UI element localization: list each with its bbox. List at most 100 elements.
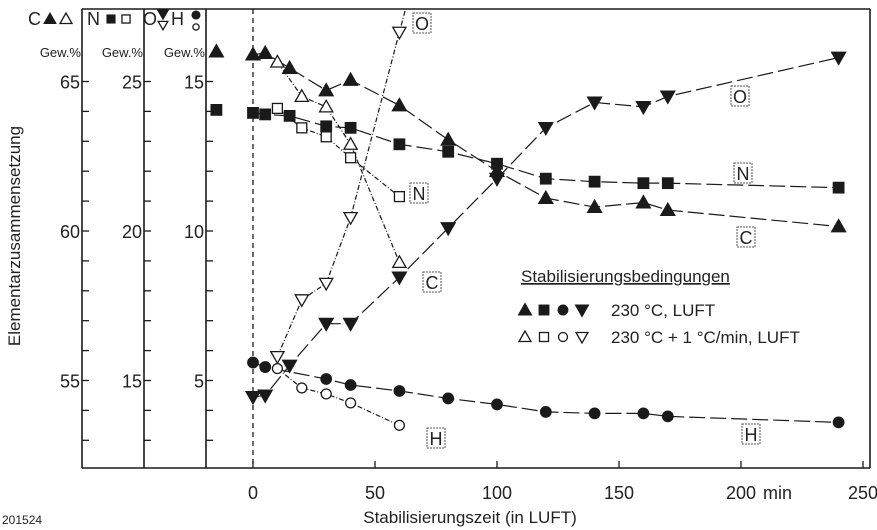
- data-point-C-filled: [586, 198, 603, 213]
- x-tick-label: 0: [248, 483, 258, 503]
- y-tick-label: 5: [194, 372, 204, 392]
- data-point-C-filled: [244, 46, 262, 61]
- filled-triangle-icon: [43, 11, 57, 24]
- legend-open-square-icon: [538, 331, 550, 343]
- x-axis-title: Stabilisierungszeit (in LUFT): [363, 508, 577, 527]
- data-point-N-filled: [661, 177, 674, 190]
- data-point-H-open: [393, 419, 405, 431]
- data-point-H-open: [296, 382, 308, 394]
- axis-header-O: O: [143, 9, 157, 29]
- data-point-N-filled: [491, 157, 503, 170]
- filled-square-icon: [106, 14, 116, 24]
- y-tick-label: 65: [60, 73, 80, 93]
- filled-circle-icon: [191, 10, 201, 20]
- y-axis-unit: Gew.%: [40, 45, 82, 60]
- legend-filled-triangle-up-icon: [517, 302, 533, 316]
- y-tick-label: 25: [122, 73, 142, 93]
- axis-header-C: C: [28, 9, 41, 29]
- data-point-O-open: [318, 277, 334, 292]
- y-tick-label: 60: [60, 222, 80, 242]
- series-line-N-open: [277, 107, 400, 198]
- curve-label-N: N: [413, 184, 426, 204]
- data-point-C-filled: [208, 43, 225, 58]
- data-point-C-open: [269, 54, 286, 68]
- figure-id: 201524: [2, 513, 42, 527]
- data-point-O-filled: [830, 51, 847, 66]
- data-point-N-filled: [393, 138, 406, 151]
- data-point-H-filled: [539, 405, 552, 418]
- x-tick-label: 50: [365, 483, 385, 503]
- data-point-N-open: [393, 191, 406, 203]
- data-point-O-filled: [635, 101, 652, 116]
- y-tick-label: 10: [184, 222, 204, 242]
- data-point-C-filled: [635, 194, 652, 209]
- y-axis-title: Elementarzusammensetzung: [5, 126, 24, 346]
- data-point-N-filled: [442, 145, 455, 158]
- series-lines: [252, 9, 839, 426]
- legend-filled-square-icon: [538, 304, 550, 316]
- data-point-H-open: [271, 362, 283, 375]
- legend-filled-circle-icon: [557, 304, 569, 316]
- axis-header-N: N: [87, 9, 100, 29]
- x-tick-label: 100: [482, 483, 512, 503]
- curve-label-box: [426, 427, 446, 449]
- data-point-O-filled: [537, 121, 554, 137]
- series-line-C-open: [276, 61, 400, 263]
- legend-open-circle-icon: [557, 331, 569, 343]
- data-point-N-open: [296, 122, 308, 134]
- data-point-H-filled: [637, 407, 650, 420]
- y-tick-label: 15: [122, 372, 142, 392]
- y-axis-unit: Gew.%: [102, 45, 144, 60]
- data-point-H-filled: [442, 392, 455, 405]
- curve-label-box: [409, 182, 429, 204]
- data-point-O-filled: [440, 222, 457, 237]
- open-triangle-icon: [58, 11, 74, 25]
- data-point-N-filled: [588, 175, 601, 188]
- data-point-N-filled: [637, 177, 650, 190]
- data-point-O-filled: [488, 172, 506, 187]
- data-point-C-filled: [342, 71, 359, 86]
- curve-label-box: [730, 85, 750, 107]
- open-down-triangle-icon: [157, 20, 169, 32]
- data-point-N-filled: [320, 120, 333, 133]
- x-axis-unit: min: [763, 483, 792, 503]
- curve-label-box: [422, 271, 442, 293]
- series-line-O-open: [276, 9, 407, 357]
- data-point-H-filled: [491, 398, 503, 411]
- data-point-O-filled: [244, 391, 262, 406]
- data-point-C-filled: [440, 131, 457, 146]
- data-point-N-open: [271, 102, 284, 115]
- curve-label-H: H: [745, 425, 758, 445]
- series-markers: [208, 26, 847, 431]
- series-line-H-open: [277, 368, 400, 426]
- x-tick-label: 150: [604, 483, 634, 503]
- curve-label-box: [736, 226, 756, 248]
- data-point-C-open: [391, 254, 408, 268]
- data-point-C-filled: [391, 97, 408, 112]
- y-tick-label: 55: [60, 372, 80, 392]
- open-square-icon: [121, 14, 131, 24]
- data-point-O-filled: [257, 389, 274, 404]
- x-tick-label: 250: [848, 483, 877, 503]
- curve-label-H: H: [430, 429, 443, 449]
- data-point-H-open: [320, 388, 332, 400]
- data-point-H-filled: [393, 385, 406, 397]
- data-point-H-filled: [320, 373, 333, 385]
- filled-down-triangle-icon: [156, 9, 170, 21]
- legend-filled-triangle-down-icon: [574, 304, 590, 318]
- legend-entry-open: 230 °C + 1 °C/min, LUFT: [611, 328, 800, 347]
- curve-label-C: C: [426, 273, 439, 293]
- data-point-H-filled: [832, 416, 845, 429]
- data-point-N-open: [320, 131, 332, 143]
- data-point-H-filled: [259, 361, 272, 373]
- data-point-O-filled: [281, 359, 298, 374]
- legend-title: Stabilisierungsbedingungen: [521, 267, 730, 286]
- data-point-O-filled: [586, 96, 603, 111]
- data-point-N-filled: [283, 109, 296, 122]
- curve-label-O: O: [415, 14, 429, 34]
- curve-label-box: [412, 12, 432, 34]
- data-point-C-filled: [830, 218, 847, 233]
- data-point-O-filled: [318, 317, 335, 332]
